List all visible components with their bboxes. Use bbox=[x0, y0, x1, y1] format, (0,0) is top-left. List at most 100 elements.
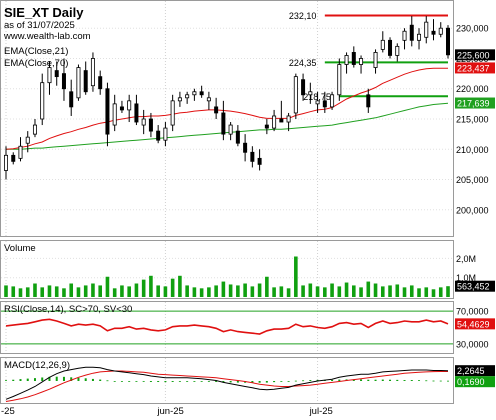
rsi-panel-label: RSI(Close,14), SC>70, SV<30 bbox=[4, 304, 132, 315]
volume-bar bbox=[279, 286, 284, 297]
price-candle bbox=[301, 73, 306, 101]
volume-bar bbox=[265, 276, 269, 297]
price-level-label: 224,35 bbox=[289, 58, 317, 68]
candle-body bbox=[163, 127, 168, 141]
x-tick-label: -25 bbox=[1, 406, 15, 417]
price-candle bbox=[250, 146, 255, 168]
volume-panel-label: Volume bbox=[4, 243, 36, 254]
price-candle bbox=[47, 61, 52, 95]
candle-body bbox=[90, 58, 95, 87]
volume-bar bbox=[431, 289, 436, 297]
candle-body bbox=[76, 67, 81, 99]
volume-bar bbox=[149, 275, 153, 297]
price-candle bbox=[286, 112, 291, 132]
candle-body bbox=[431, 30, 436, 35]
volume-bar bbox=[286, 288, 291, 297]
candle-body bbox=[235, 130, 240, 144]
candle-body bbox=[199, 91, 204, 96]
volume-bar bbox=[257, 283, 262, 297]
price-candle bbox=[330, 91, 335, 110]
ema-slow-legend: EMA(Close,70) bbox=[4, 58, 68, 69]
macd-histogram-bar bbox=[5, 380, 7, 382]
volume-bar bbox=[337, 286, 342, 297]
price-candle bbox=[431, 19, 436, 41]
volume-bar bbox=[243, 283, 247, 297]
volume-bar bbox=[120, 285, 124, 297]
candle-body bbox=[424, 21, 429, 38]
candle-body bbox=[438, 27, 443, 35]
price-candle bbox=[98, 70, 103, 95]
candle-body bbox=[105, 88, 110, 135]
macd-histogram-bar bbox=[178, 381, 181, 382]
last-price-label: 225,600 bbox=[457, 50, 490, 60]
volume-bar bbox=[105, 276, 110, 297]
volume-bar bbox=[134, 283, 139, 297]
macd-histogram-bar bbox=[251, 381, 254, 383]
candle-body bbox=[417, 33, 422, 41]
candle-body bbox=[221, 112, 226, 135]
price-candle bbox=[105, 82, 110, 147]
candle-body bbox=[32, 124, 37, 135]
price-candle bbox=[214, 97, 219, 119]
macd-histogram-bar bbox=[439, 380, 442, 382]
price-candle bbox=[438, 22, 443, 38]
candle-body bbox=[170, 100, 175, 126]
price-candle bbox=[61, 58, 66, 101]
price-candle bbox=[279, 100, 284, 123]
volume-bar bbox=[112, 288, 117, 297]
price-candle bbox=[18, 137, 23, 162]
macd-histogram-bar bbox=[309, 380, 312, 381]
rsi-last-badge bbox=[455, 318, 495, 330]
volume-bar bbox=[359, 287, 363, 297]
price-tick-label: 215,000 bbox=[456, 115, 489, 125]
macd-histogram-bar bbox=[367, 379, 370, 381]
volume-bar bbox=[76, 287, 81, 297]
macd-histogram-bar bbox=[84, 378, 87, 381]
price-candle bbox=[32, 119, 37, 138]
price-candle bbox=[83, 61, 88, 95]
price-candle bbox=[409, 16, 414, 47]
volume-bar bbox=[402, 287, 407, 297]
candle-body bbox=[127, 100, 132, 111]
candle-body bbox=[134, 103, 139, 123]
price-candle bbox=[177, 91, 182, 107]
candle-body bbox=[351, 52, 356, 65]
macd-histogram-bar bbox=[128, 381, 131, 382]
candle-body bbox=[40, 82, 45, 120]
price-candle bbox=[322, 91, 327, 113]
volume-bar bbox=[47, 285, 52, 297]
volume-panel-frame bbox=[0, 240, 454, 299]
candle-body bbox=[250, 151, 255, 162]
candle-body bbox=[380, 39, 385, 50]
price-candle bbox=[163, 122, 168, 147]
candle-body bbox=[4, 154, 9, 171]
volume-bar bbox=[40, 287, 45, 297]
volume-bar bbox=[323, 287, 327, 297]
price-candle bbox=[351, 46, 356, 68]
candle-body bbox=[11, 154, 16, 162]
price-candle bbox=[192, 88, 197, 101]
price-candle bbox=[170, 94, 175, 132]
macd-histogram-bar bbox=[157, 381, 160, 382]
macd-histogram-bar bbox=[331, 379, 334, 381]
price-candle bbox=[235, 125, 240, 147]
volume-bar bbox=[11, 286, 16, 297]
candle-body bbox=[315, 100, 320, 105]
volume-bar bbox=[170, 278, 175, 297]
x-tick-label: jun-25 bbox=[156, 406, 183, 417]
macd-histogram-bar bbox=[135, 381, 138, 382]
last-price-badge bbox=[455, 97, 495, 109]
volume-tick-label: 2,0M bbox=[456, 254, 476, 264]
price-tick-label: 205,000 bbox=[456, 175, 489, 185]
price-candle bbox=[272, 109, 277, 132]
price-candle bbox=[395, 43, 400, 62]
price-candle bbox=[315, 91, 320, 113]
price-candle bbox=[156, 125, 161, 144]
volume-bar bbox=[62, 288, 66, 297]
macd-histogram-bar bbox=[316, 379, 319, 381]
volume-bar bbox=[54, 286, 59, 297]
macd-histogram-bar bbox=[265, 381, 268, 383]
ema-fast-line bbox=[5, 67, 448, 150]
price-candle bbox=[380, 31, 385, 53]
price-level-label: 232,10 bbox=[289, 11, 317, 21]
